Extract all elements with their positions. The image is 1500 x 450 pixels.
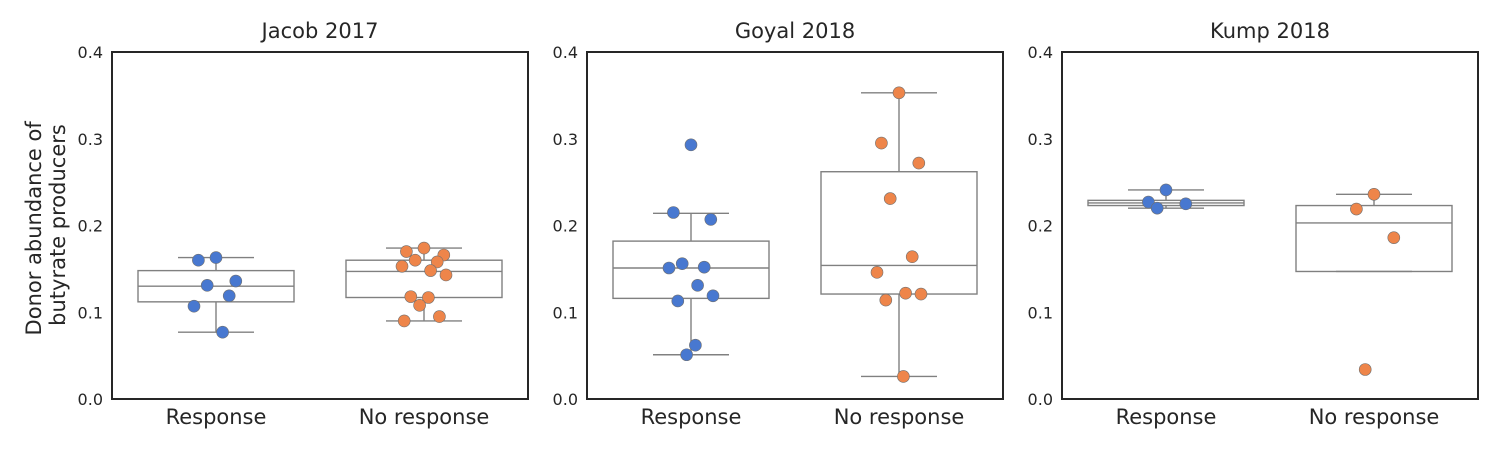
data-point — [222, 289, 236, 303]
y-tick-label: 0.4 — [1028, 43, 1053, 62]
data-point — [870, 266, 884, 279]
box-iqr — [612, 240, 770, 300]
y-tick-label: 0.4 — [553, 43, 578, 62]
y-axis-label: Donor abundance of butyrate producers — [22, 115, 70, 336]
box-2 — [820, 92, 978, 378]
y-tick-label: 0.2 — [78, 217, 103, 236]
data-point — [1150, 201, 1164, 215]
data-point — [897, 370, 910, 383]
box-iqr — [345, 259, 503, 299]
data-point — [1358, 363, 1372, 376]
y-tick-label: 0.0 — [553, 390, 578, 409]
data-point — [662, 261, 676, 275]
data-point — [1142, 195, 1155, 209]
data-point — [905, 250, 919, 264]
y-axis-label-line-2: butyrate producers — [46, 124, 70, 326]
data-point — [691, 279, 704, 292]
data-point — [680, 348, 693, 362]
panel-title: Kump 2018 — [1210, 19, 1330, 43]
data-point — [422, 291, 435, 304]
box-2 — [345, 247, 503, 322]
y-tick-label: 0.0 — [78, 390, 103, 409]
data-point — [1179, 197, 1193, 211]
data-point — [892, 86, 906, 100]
y-tick-label: 0.1 — [78, 303, 103, 322]
panel-title: Jacob 2017 — [260, 19, 379, 43]
y-axis-label-line-1: Donor abundance of — [22, 121, 46, 336]
data-point — [667, 206, 680, 219]
data-point — [430, 255, 444, 269]
y-tick-label: 0.3 — [553, 130, 578, 149]
data-point — [1159, 183, 1173, 197]
x-tick-label: No response — [359, 405, 490, 429]
data-point — [675, 257, 689, 270]
data-point — [229, 274, 243, 288]
y-tick-label: 0.1 — [1028, 303, 1053, 322]
data-point — [899, 286, 912, 300]
data-point — [216, 325, 229, 339]
panels: Jacob 2017 0.0 0.1 0.2 0.3 0.4 Response No resp… — [78, 19, 1479, 429]
data-point — [684, 138, 698, 152]
y-tick-label: 0.3 — [1028, 130, 1053, 149]
data-point — [689, 338, 702, 352]
data-point — [914, 287, 928, 301]
panel-title: Goyal 2018 — [735, 19, 855, 43]
x-tick-label: Response — [641, 405, 742, 429]
data-point — [875, 136, 888, 150]
axes-frame — [586, 51, 1004, 400]
panel-1: Jacob 2017 0.0 0.1 0.2 0.3 0.4 Response No resp… — [78, 19, 529, 429]
data-point — [879, 293, 893, 307]
axes-frame — [111, 51, 529, 400]
y-tick-label: 0.1 — [553, 303, 578, 322]
data-point — [397, 314, 411, 328]
box-1 — [612, 212, 770, 356]
data-point — [704, 213, 718, 226]
y-tick-label: 0.4 — [78, 43, 103, 62]
data-point — [439, 268, 453, 282]
y-tick-label: 0.2 — [1028, 217, 1053, 236]
data-point — [209, 251, 223, 264]
x-tick-label: Response — [166, 405, 267, 429]
x-tick-label: No response — [834, 405, 965, 429]
panel-3: Kump 2018 0.0 0.1 0.2 0.3 0.4 Response No respo… — [1028, 19, 1479, 429]
data-point — [1367, 187, 1381, 201]
data-point — [192, 253, 205, 267]
data-point — [697, 260, 711, 274]
data-point — [417, 241, 431, 255]
data-point — [413, 299, 426, 312]
data-point — [671, 294, 685, 308]
data-point — [400, 245, 413, 258]
box-2 — [1295, 193, 1453, 273]
y-tick-label: 0.3 — [78, 130, 103, 149]
x-tick-label: No response — [1309, 405, 1440, 429]
data-point — [706, 289, 720, 303]
data-point — [1387, 231, 1401, 244]
data-point — [1350, 202, 1363, 216]
data-point — [408, 253, 422, 267]
box-1 — [137, 256, 295, 333]
data-point — [912, 156, 926, 170]
box-iqr — [820, 171, 978, 295]
axes-frame — [1061, 51, 1479, 400]
y-tick-label: 0.2 — [553, 217, 578, 236]
data-point — [433, 310, 446, 323]
box-iqr — [1295, 204, 1453, 273]
x-tick-label: Response — [1116, 405, 1217, 429]
data-point — [404, 290, 418, 303]
y-tick-label: 0.0 — [1028, 390, 1053, 409]
data-point — [395, 259, 409, 273]
panel-2: Goyal 2018 0.0 0.1 0.2 0.3 0.4 Response No resp… — [553, 19, 1004, 429]
data-point — [883, 192, 897, 205]
data-point — [424, 264, 437, 277]
data-point — [200, 279, 214, 292]
data-point — [187, 299, 201, 313]
